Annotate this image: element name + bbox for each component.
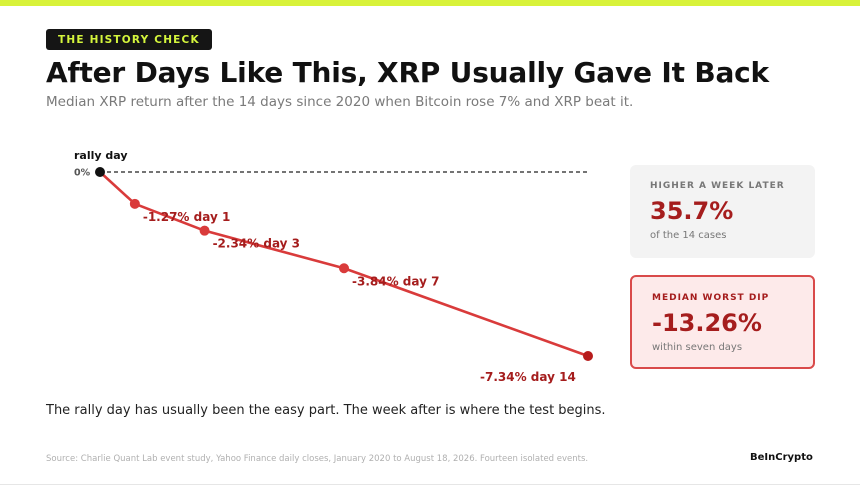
zero-percent-label: 0% [74,168,91,179]
stat-card-note: within seven days [652,342,743,353]
top-accent-bar [0,0,860,6]
bottom-divider [0,484,860,485]
data-point-day-7 [339,263,349,274]
stat-card-median-worst-dip: MEDIAN WORST DIP -13.26% within seven da… [630,275,815,369]
data-label-day-1: -1.27% day 1 [143,210,230,224]
stat-card-value: 35.7% [650,197,734,225]
stat-card-higher-week-later: HIGHER A WEEK LATER 35.7% of the 14 case… [630,165,815,258]
stat-card-value: -13.26% [652,309,762,337]
data-label-day-7: -3.84% day 7 [352,274,439,288]
rally-day-point [95,167,105,177]
page-title: After Days Like This, XRP Usually Gave I… [46,56,769,89]
return-line-chart: rally day 0% -1.27% day 1 -2.34% day 3 -3.84… [74,149,593,384]
chart-caption: The rally day has usually been the easy … [46,403,606,418]
stat-card-note: of the 14 cases [650,230,727,241]
data-point-day-3 [199,225,210,236]
section-tag: THE HISTORY CHECK [46,29,212,50]
data-point-day-1 [129,198,140,209]
stat-card-label: HIGHER A WEEK LATER [650,181,785,191]
data-point-day-14 [583,351,593,361]
rally-day-label: rally day [74,149,128,162]
stat-card-label: MEDIAN WORST DIP [652,293,770,303]
data-label-day-14: -7.34% day 14 [480,370,576,384]
data-label-day-3: -2.34% day 3 [213,237,300,251]
source-note: Source: Charlie Quant Lab event study, Y… [46,454,589,464]
brand-logo-text: BeInCrypto [750,452,813,463]
page-subtitle: Median XRP return after the 14 days sinc… [46,94,634,110]
